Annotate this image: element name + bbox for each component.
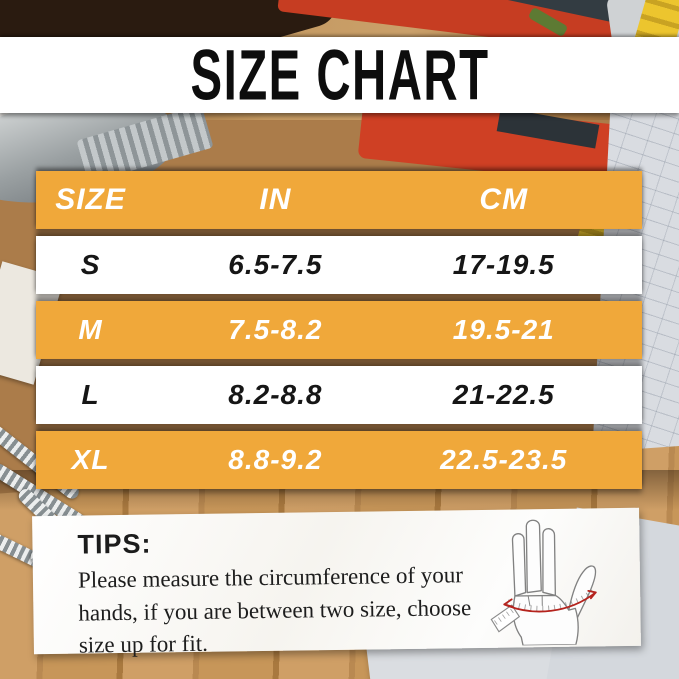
cm-cell: 22.5-23.5: [440, 444, 568, 475]
size-table: SIZE IN CM S 6.5-7.5 17-19.5 M 7.5-8.2 1…: [36, 171, 642, 496]
in-cell: 6.5-7.5: [228, 249, 323, 280]
title-banner: SIZE CHART: [0, 35, 679, 115]
size-cell: XL: [71, 444, 110, 475]
table-row-xl: XL 8.8-9.2 22.5-23.5: [36, 431, 642, 489]
page-title: SIZE CHART: [190, 34, 489, 116]
tips-box: TIPS: Please measure the circumference o…: [32, 507, 641, 658]
cm-cell: 21-22.5: [452, 379, 555, 410]
table-row-l: L 8.2-8.8 21-22.5: [36, 366, 642, 424]
size-cell: M: [78, 314, 103, 345]
hand-with-measuring-tape-icon: [490, 519, 597, 647]
table-header-row: SIZE IN CM: [36, 171, 642, 229]
tips-heading: TIPS:: [77, 528, 152, 560]
table-row-s: S 6.5-7.5 17-19.5: [36, 236, 642, 294]
column-header-in: IN: [259, 183, 292, 216]
cm-cell: 17-19.5: [452, 249, 555, 280]
size-cell: S: [80, 249, 101, 280]
in-cell: 7.5-8.2: [228, 314, 323, 345]
tips-body-text: Please measure the circumference of your…: [77, 562, 472, 658]
column-header-cm: CM: [479, 183, 529, 216]
cm-cell: 19.5-21: [452, 314, 555, 345]
table-row-m: M 7.5-8.2 19.5-21: [36, 301, 642, 359]
in-cell: 8.2-8.8: [228, 379, 323, 410]
in-cell: 8.8-9.2: [228, 444, 323, 475]
column-header-size: SIZE: [55, 183, 126, 216]
size-cell: L: [81, 379, 100, 410]
tips-text-block: TIPS: Please measure the circumference o…: [77, 524, 509, 663]
